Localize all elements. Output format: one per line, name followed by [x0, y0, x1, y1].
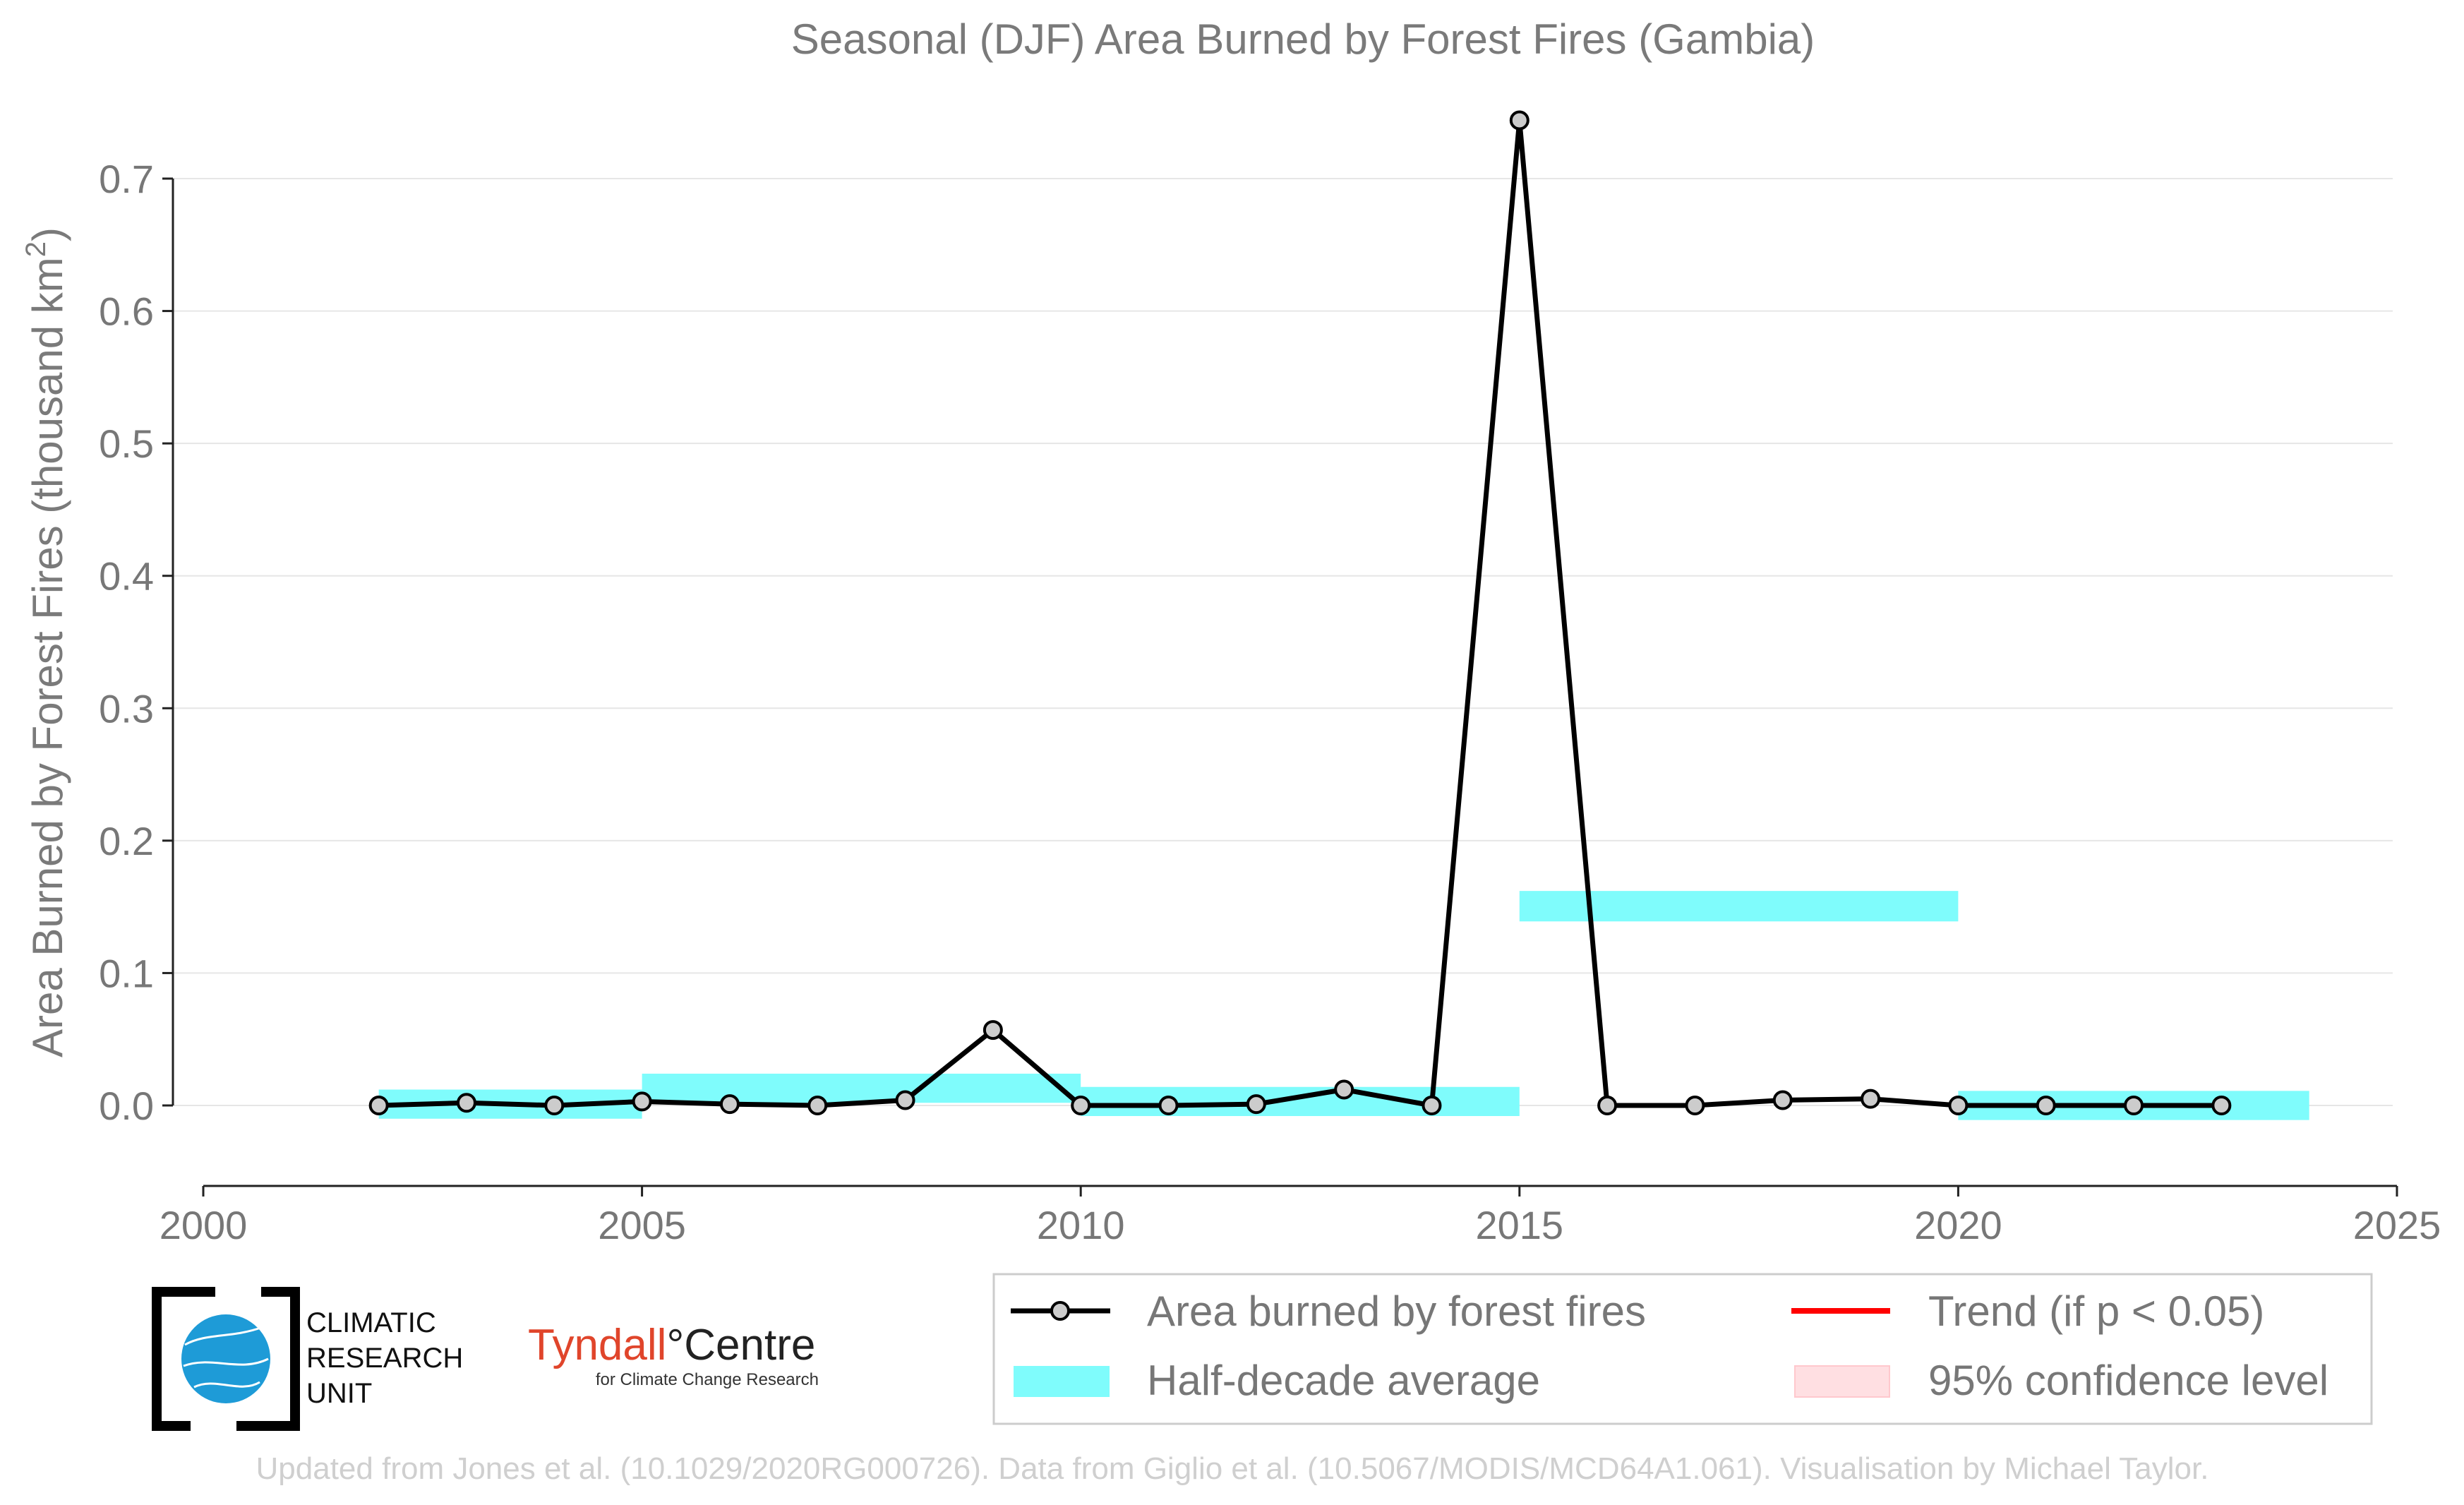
data-point	[1861, 1089, 1881, 1109]
tyndall-logo-name: Tyndall	[528, 1321, 666, 1369]
series-line	[378, 117, 2222, 1108]
half-decade-bar	[1519, 891, 1959, 922]
legend: Area burned by forest fires Trend (if p …	[992, 1273, 2373, 1425]
y-tick-label: 0.0	[99, 1084, 154, 1128]
cru-logo-line-2: RESEARCH	[306, 1343, 463, 1374]
x-tick-label: 2005	[598, 1203, 686, 1247]
data-point	[1509, 110, 1530, 131]
y-tick-label: 0.1	[99, 951, 154, 995]
data-point	[1948, 1096, 1969, 1115]
legend-frame	[992, 1273, 2373, 1425]
data-point	[1071, 1096, 1091, 1115]
credit-text: Updated from Jones et al. (10.1029/2020R…	[256, 1451, 2209, 1486]
axes	[172, 179, 2397, 1187]
data-point	[1597, 1096, 1618, 1115]
y-tick-label: 0.6	[99, 289, 154, 334]
legend-label-trend: Trend (if p < 0.05)	[1928, 1288, 2264, 1335]
chart-title: Seasonal (DJF) Area Burned by Forest Fir…	[791, 16, 1815, 63]
legend-item-trend: Trend (if p < 0.05)	[1791, 1288, 2264, 1335]
y-axis-label-text: Area Burned by Forest Fires (thousand km	[24, 257, 71, 1057]
legend-label-area-burned: Area burned by forest fires	[1147, 1288, 1646, 1335]
data-point	[1158, 1096, 1179, 1115]
x-tick-label: 2000	[160, 1203, 248, 1247]
legend-item-half-decade: Half-decade average	[1014, 1357, 1540, 1404]
legend-label-half-decade: Half-decade average	[1147, 1357, 1540, 1404]
legend-item-area-burned: Area burned by forest fires	[1011, 1288, 1646, 1335]
tyndall-logo: Tyndall°Centre for Climate Change Resear…	[528, 1321, 819, 1389]
half-decade-bar	[642, 1073, 1081, 1103]
y-tick-label: 0.7	[99, 157, 154, 201]
data-point	[1334, 1079, 1354, 1100]
y-axis-label-close: )	[24, 227, 71, 241]
x-tick-label: 2015	[1476, 1203, 1564, 1247]
x-tick-label: 2020	[1914, 1203, 2002, 1247]
legend-item-confidence: 95% confidence level	[1794, 1357, 2328, 1404]
data-point	[2211, 1096, 2232, 1115]
data-point	[1246, 1094, 1266, 1115]
data-point	[632, 1091, 652, 1112]
data-point	[544, 1096, 565, 1115]
data-point	[1685, 1096, 1705, 1115]
y-axis-label-superscript: 2	[20, 241, 52, 257]
half-decade-bar	[1081, 1086, 1520, 1117]
data-point	[368, 1096, 389, 1115]
data-point	[2036, 1096, 2056, 1115]
data-point	[456, 1093, 476, 1113]
legend-confidence-patch	[1794, 1365, 1890, 1398]
tyndall-logo-centre: °Centre	[666, 1321, 815, 1369]
globe-icon	[181, 1314, 270, 1403]
gridlines	[173, 178, 2393, 1106]
y-ticks: 0.0 0.1 0.2 0.3 0.4 0.5 0.6 0.7	[99, 157, 173, 1128]
data-point	[1772, 1090, 1793, 1110]
data-point	[1422, 1096, 1442, 1115]
legend-marker-icon	[1050, 1301, 1070, 1321]
y-tick-label: 0.2	[99, 819, 154, 863]
x-tick-label: 2010	[1037, 1203, 1125, 1247]
tyndall-logo-title: Tyndall°Centre	[528, 1321, 815, 1369]
y-axis-label: Area Burned by Forest Fires (thousand km…	[20, 227, 71, 1057]
y-tick-label: 0.5	[99, 421, 154, 466]
data-point	[2124, 1096, 2144, 1115]
cru-logo-line-3: UNIT	[306, 1378, 372, 1409]
data-point	[807, 1096, 828, 1115]
legend-half-decade-patch	[1014, 1366, 1110, 1397]
legend-label-confidence: 95% confidence level	[1928, 1357, 2328, 1404]
data-point	[982, 1020, 1003, 1041]
tyndall-logo-subtitle: for Climate Change Research	[596, 1370, 819, 1389]
x-tick-label: 2025	[2353, 1203, 2441, 1247]
data-series	[368, 110, 2232, 1115]
x-ticks: 2000 2005 2010 2015 2020 2025	[160, 1186, 2441, 1247]
data-point	[719, 1094, 740, 1115]
cru-logo: CLIMATIC RESEARCH UNIT	[152, 1287, 463, 1431]
data-point	[895, 1090, 915, 1110]
cru-logo-line-1: CLIMATIC	[306, 1307, 436, 1338]
y-tick-label: 0.3	[99, 686, 154, 731]
y-tick-label: 0.4	[99, 554, 154, 599]
